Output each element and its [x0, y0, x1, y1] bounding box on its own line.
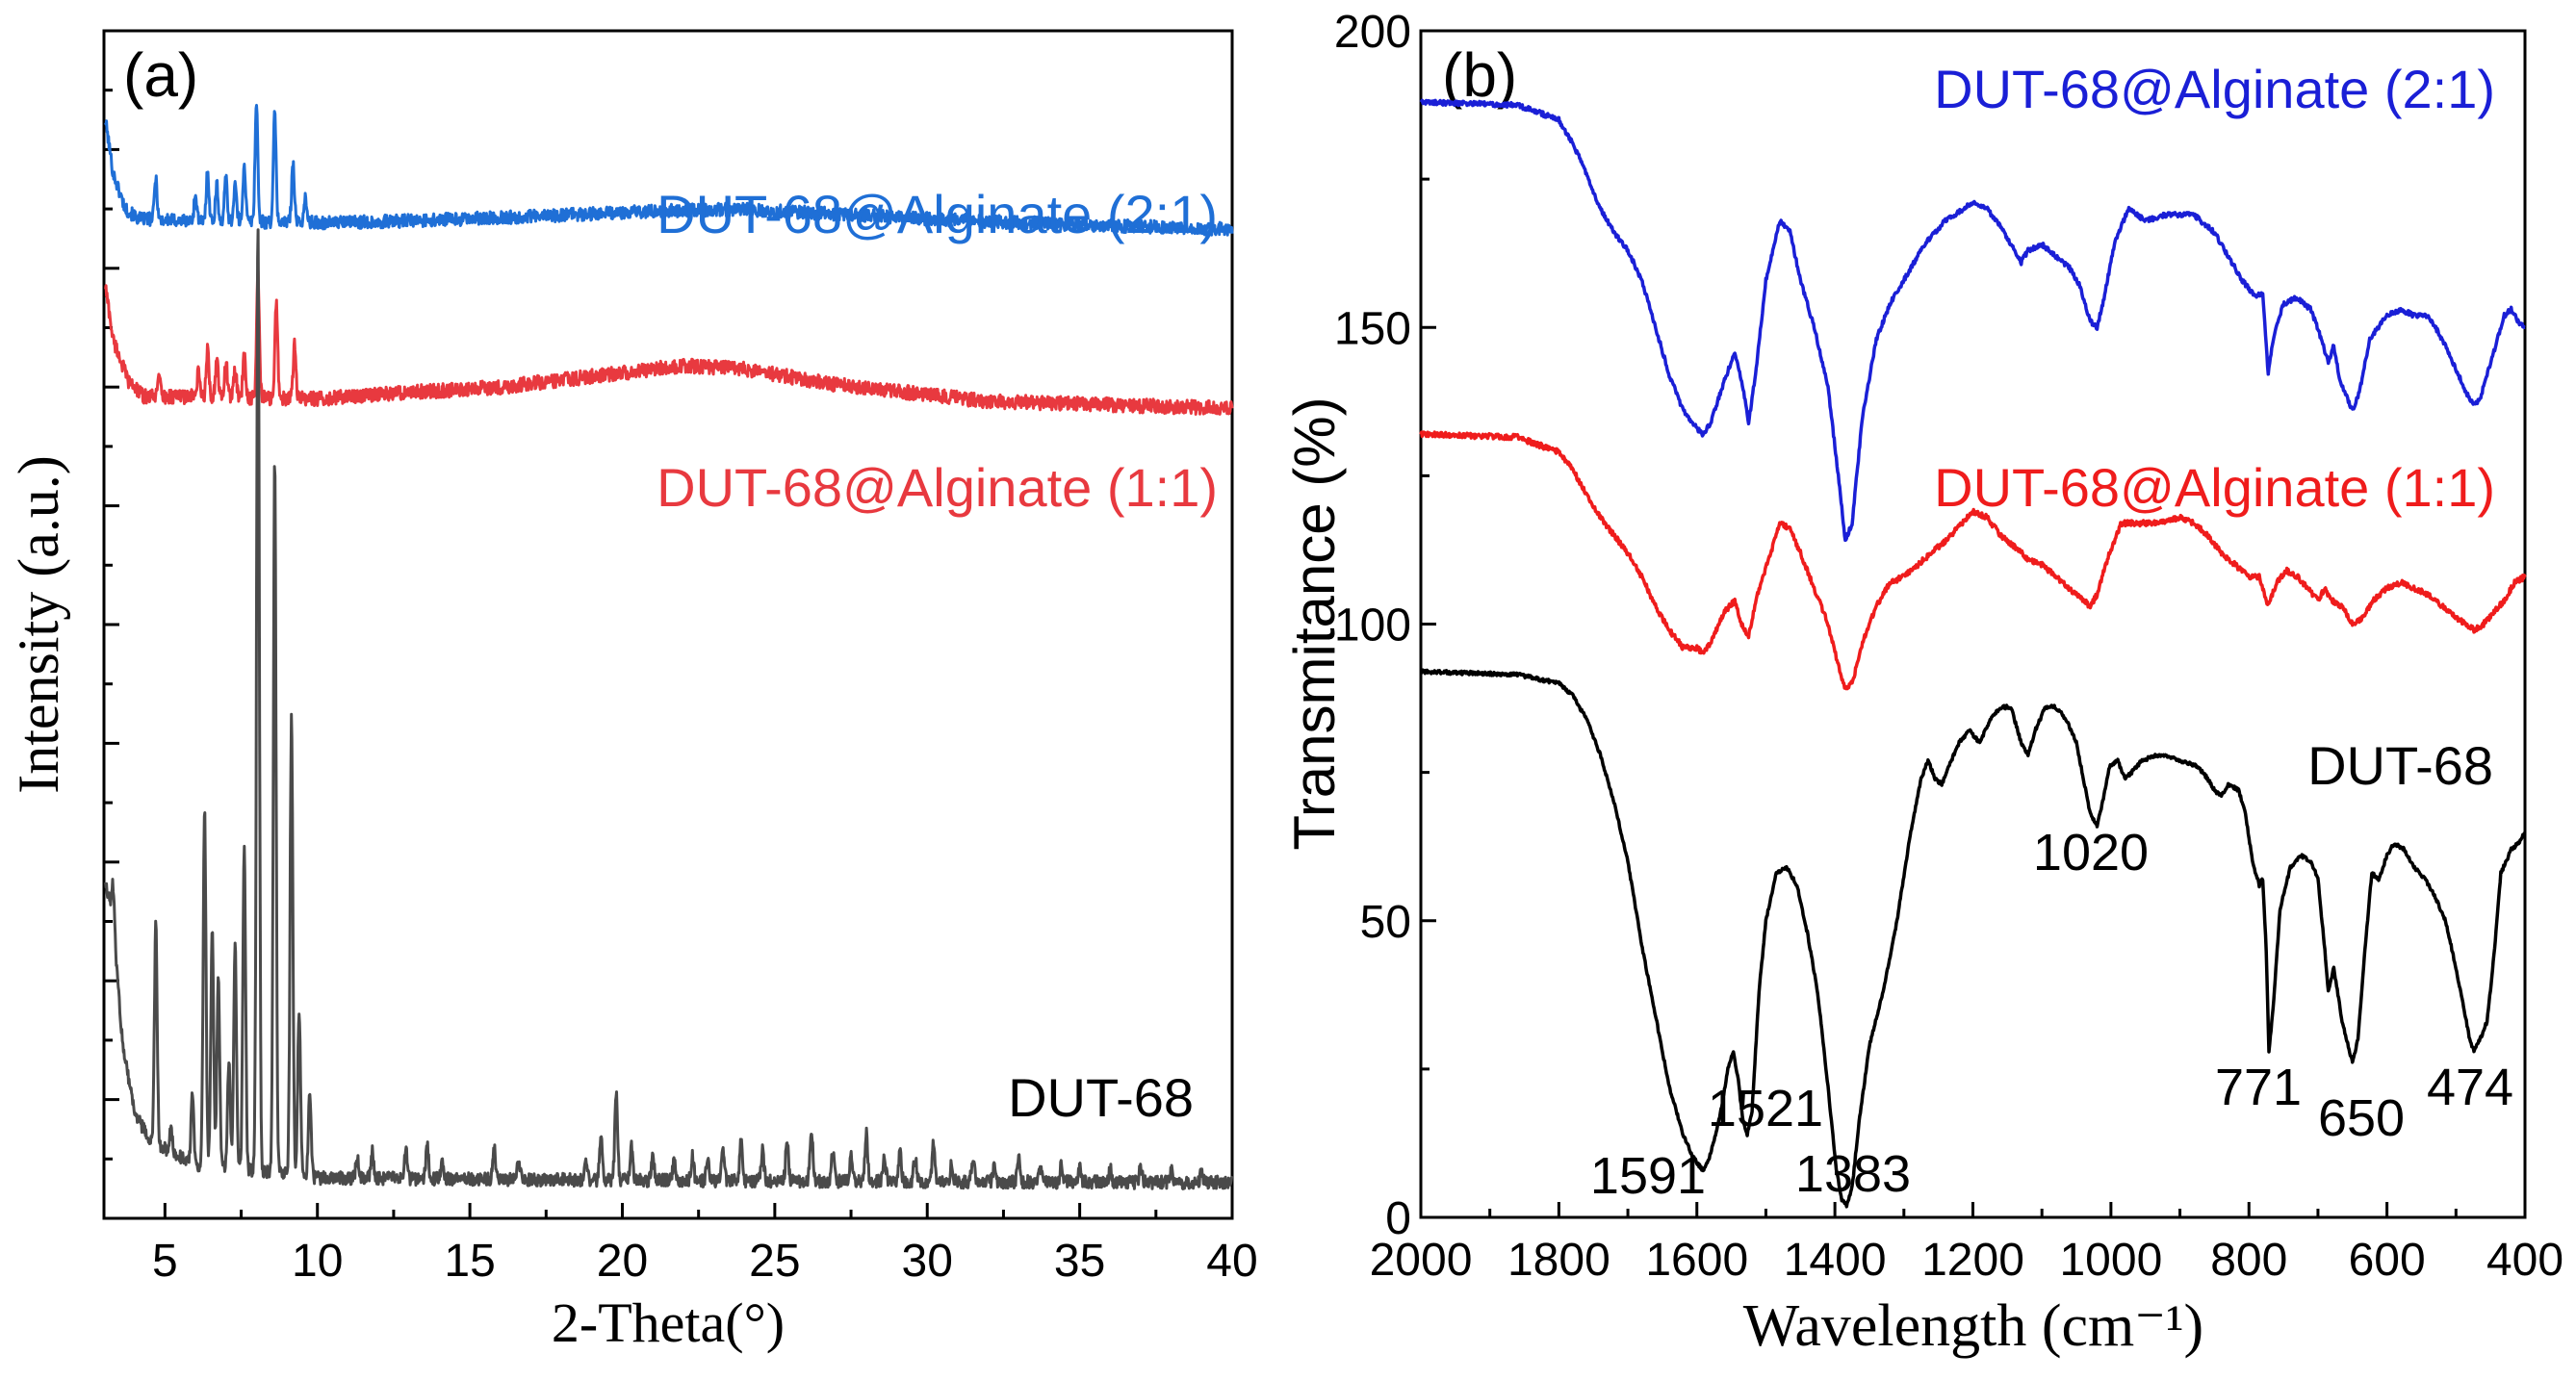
panel-a: (a) 5 10 15 20 25 30 35 40 DUT-68@Alginate (2:1… [7, 29, 1258, 1354]
panel-b-y-tick-label: 150 [1334, 303, 1411, 354]
panel-b-x-tick-label: 400 [2486, 1235, 2563, 1286]
panel-a-x-tick-label: 35 [1054, 1236, 1105, 1287]
panel-b-label: (b) [1442, 40, 1517, 110]
peak-label-650: 650 [2318, 1089, 2405, 1147]
panel-b-x-tick-label: 1400 [1784, 1235, 1887, 1286]
panel-b-x-tick-label: 1600 [1645, 1235, 1748, 1286]
panel-a-x-tick-label: 10 [292, 1236, 343, 1287]
panel-a-x-axis: 5 10 15 20 25 30 35 40 [152, 1203, 1258, 1287]
peak-label-771: 771 [2215, 1059, 2302, 1116]
panel-a-y-axis [104, 29, 119, 1220]
peak-label-1521: 1521 [1708, 1080, 1823, 1137]
panel-a-x-tick-label: 40 [1206, 1236, 1257, 1287]
panel-b-x-axis: 2000 1800 1600 1400 1200 1000 800 600 400 [1370, 1202, 2563, 1286]
panel-a-series-label-1to1: DUT-68@Alginate (1:1) [657, 457, 1218, 518]
panel-a-series-line [104, 268, 1234, 416]
panel-b-y-axis-title: Transmitance (%) [1282, 396, 1347, 850]
panel-a-x-tick-label: 15 [444, 1236, 495, 1287]
panel-a-series-label-2to1: DUT-68@Alginate (2:1) [657, 184, 1218, 244]
panel-b-series-label-1to1: DUT-68@Alginate (1:1) [1934, 457, 2495, 518]
panel-a-series-line [104, 228, 1234, 1190]
panel-b-series [1419, 98, 2527, 1209]
panel-b-x-tick-label: 1000 [2059, 1235, 2162, 1286]
panel-a-y-axis-title: Intensity (a.u.) [7, 455, 70, 794]
panel-b-x-tick-label: 800 [2210, 1235, 2287, 1286]
peak-label-1020: 1020 [2033, 824, 2149, 882]
panel-a-x-axis-title: 2-Theta(°) [552, 1291, 785, 1354]
panel-b-x-tick-label: 1800 [1507, 1235, 1610, 1286]
panel-b-x-tick-label: 2000 [1370, 1235, 1473, 1286]
panel-b-y-tick-label: 0 [1385, 1193, 1411, 1244]
peak-label-1591: 1591 [1590, 1147, 1706, 1205]
panel-b-series-label-dut68: DUT-68 [2307, 735, 2493, 796]
panel-b-series-line [1419, 668, 2527, 1209]
panel-b-x-tick-label: 1200 [1921, 1235, 2024, 1286]
panel-b-y-tick-label: 100 [1334, 601, 1411, 652]
panel-b-x-axis-title: Wavelength (cm⁻¹) [1743, 1293, 2203, 1359]
peak-label-1383: 1383 [1795, 1145, 1911, 1203]
panel-a-series-label-dut68: DUT-68 [1008, 1067, 1194, 1128]
panel-b-series-line [1419, 98, 2527, 543]
panel-b-x-tick-label: 600 [2349, 1235, 2426, 1286]
panel-a-x-tick-label: 30 [902, 1236, 953, 1287]
panel-b: (b) 2000 1800 1600 1400 1200 1000 800 600 400 0 5… [1282, 7, 2563, 1359]
panel-a-series-line [104, 103, 1234, 237]
panel-a-x-tick-label: 25 [749, 1236, 800, 1287]
panel-a-x-tick-label: 5 [152, 1236, 178, 1287]
panel-a-label: (a) [123, 40, 198, 110]
panel-b-series-label-2to1: DUT-68@Alginate (2:1) [1934, 59, 2495, 119]
panel-b-series-line [1419, 430, 2527, 691]
peak-label-474: 474 [2427, 1059, 2513, 1116]
panel-b-y-axis: 0 50 100 150 200 [1334, 7, 1436, 1244]
panel-b-y-tick-label: 50 [1360, 897, 1411, 948]
panel-b-y-tick-label: 200 [1334, 7, 1411, 58]
panel-a-series [104, 103, 1234, 1190]
panel-a-x-tick-label: 20 [597, 1236, 648, 1287]
